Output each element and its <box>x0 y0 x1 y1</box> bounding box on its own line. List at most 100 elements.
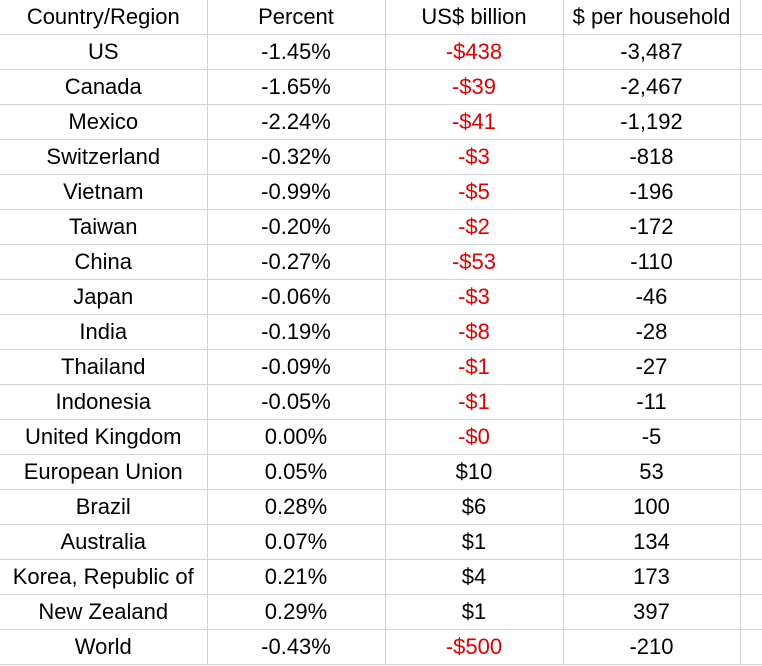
usd-billion-cell[interactable]: -$3 <box>385 279 564 315</box>
country-cell[interactable]: World <box>0 629 208 665</box>
empty-cell[interactable] <box>740 419 762 455</box>
empty-cell[interactable] <box>740 209 762 245</box>
empty-cell[interactable] <box>740 139 762 175</box>
country-cell[interactable]: Indonesia <box>0 384 208 420</box>
empty-cell[interactable] <box>740 34 762 70</box>
header-country[interactable]: Country/Region <box>0 0 208 35</box>
usd-billion-cell[interactable]: -$5 <box>385 174 564 210</box>
per-household-cell[interactable]: -28 <box>563 314 741 350</box>
empty-cell[interactable] <box>740 594 762 630</box>
per-household-cell[interactable]: 100 <box>563 489 741 525</box>
empty-cell[interactable] <box>740 314 762 350</box>
table-row: Taiwan -0.20% -$2 -172 <box>0 209 762 245</box>
percent-cell[interactable]: 0.21% <box>207 559 386 595</box>
percent-cell[interactable]: 0.28% <box>207 489 386 525</box>
per-household-cell[interactable]: -3,487 <box>563 34 741 70</box>
per-household-cell[interactable]: -818 <box>563 139 741 175</box>
percent-cell[interactable]: 0.07% <box>207 524 386 560</box>
empty-cell[interactable] <box>740 384 762 420</box>
percent-cell[interactable]: -1.65% <box>207 69 386 105</box>
country-cell[interactable]: Switzerland <box>0 139 208 175</box>
percent-cell[interactable]: -0.20% <box>207 209 386 245</box>
usd-billion-cell[interactable]: -$2 <box>385 209 564 245</box>
header-row: Country/Region Percent US$ billion $ per… <box>0 0 762 35</box>
usd-billion-cell[interactable]: -$438 <box>385 34 564 70</box>
percent-cell[interactable]: -0.05% <box>207 384 386 420</box>
per-household-cell[interactable]: -2,467 <box>563 69 741 105</box>
country-cell[interactable]: Vietnam <box>0 174 208 210</box>
table-row: New Zealand 0.29% $1 397 <box>0 594 762 630</box>
percent-cell[interactable]: 0.29% <box>207 594 386 630</box>
country-cell[interactable]: Japan <box>0 279 208 315</box>
per-household-cell[interactable]: -46 <box>563 279 741 315</box>
country-cell[interactable]: India <box>0 314 208 350</box>
percent-cell[interactable]: -0.99% <box>207 174 386 210</box>
percent-cell[interactable]: -0.43% <box>207 629 386 665</box>
country-cell[interactable]: Brazil <box>0 489 208 525</box>
usd-billion-cell[interactable]: $4 <box>385 559 564 595</box>
per-household-cell[interactable]: -210 <box>563 629 741 665</box>
per-household-cell[interactable]: -1,192 <box>563 104 741 140</box>
per-household-cell[interactable]: -11 <box>563 384 741 420</box>
country-cell[interactable]: Korea, Republic of <box>0 559 208 595</box>
country-cell[interactable]: China <box>0 244 208 280</box>
empty-cell[interactable] <box>740 489 762 525</box>
empty-cell[interactable] <box>740 0 762 35</box>
percent-cell[interactable]: -0.06% <box>207 279 386 315</box>
country-cell[interactable]: US <box>0 34 208 70</box>
empty-cell[interactable] <box>740 244 762 280</box>
empty-cell[interactable] <box>740 559 762 595</box>
country-cell[interactable]: Thailand <box>0 349 208 385</box>
usd-billion-cell[interactable]: -$8 <box>385 314 564 350</box>
usd-billion-cell[interactable]: -$39 <box>385 69 564 105</box>
per-household-cell[interactable]: -27 <box>563 349 741 385</box>
usd-billion-cell[interactable]: -$1 <box>385 349 564 385</box>
percent-cell[interactable]: -2.24% <box>207 104 386 140</box>
table-row: Indonesia -0.05% -$1 -11 <box>0 384 762 420</box>
per-household-cell[interactable]: -172 <box>563 209 741 245</box>
percent-cell[interactable]: -0.32% <box>207 139 386 175</box>
empty-cell[interactable] <box>740 69 762 105</box>
usd-billion-cell[interactable]: $1 <box>385 594 564 630</box>
percent-cell[interactable]: 0.00% <box>207 419 386 455</box>
per-household-cell[interactable]: -196 <box>563 174 741 210</box>
empty-cell[interactable] <box>740 104 762 140</box>
country-cell[interactable]: European Union <box>0 454 208 490</box>
usd-billion-cell[interactable]: $1 <box>385 524 564 560</box>
per-household-cell[interactable]: -5 <box>563 419 741 455</box>
usd-billion-cell[interactable]: -$41 <box>385 104 564 140</box>
usd-billion-cell[interactable]: $10 <box>385 454 564 490</box>
country-cell[interactable]: Taiwan <box>0 209 208 245</box>
per-household-cell[interactable]: 134 <box>563 524 741 560</box>
country-cell[interactable]: Mexico <box>0 104 208 140</box>
empty-cell[interactable] <box>740 524 762 560</box>
country-cell[interactable]: United Kingdom <box>0 419 208 455</box>
per-household-cell[interactable]: 397 <box>563 594 741 630</box>
empty-cell[interactable] <box>740 279 762 315</box>
empty-cell[interactable] <box>740 454 762 490</box>
percent-cell[interactable]: -0.09% <box>207 349 386 385</box>
percent-cell[interactable]: -1.45% <box>207 34 386 70</box>
usd-billion-cell[interactable]: -$1 <box>385 384 564 420</box>
usd-billion-cell[interactable]: -$0 <box>385 419 564 455</box>
usd-billion-cell[interactable]: -$500 <box>385 629 564 665</box>
percent-cell[interactable]: 0.05% <box>207 454 386 490</box>
percent-cell[interactable]: -0.27% <box>207 244 386 280</box>
usd-billion-cell[interactable]: -$3 <box>385 139 564 175</box>
empty-cell[interactable] <box>740 629 762 665</box>
table-row: Korea, Republic of 0.21% $4 173 <box>0 559 762 595</box>
usd-billion-cell[interactable]: -$53 <box>385 244 564 280</box>
percent-cell[interactable]: -0.19% <box>207 314 386 350</box>
country-cell[interactable]: Canada <box>0 69 208 105</box>
usd-billion-cell[interactable]: $6 <box>385 489 564 525</box>
country-cell[interactable]: New Zealand <box>0 594 208 630</box>
header-usd-billion[interactable]: US$ billion <box>385 0 564 35</box>
per-household-cell[interactable]: 173 <box>563 559 741 595</box>
header-percent[interactable]: Percent <box>207 0 386 35</box>
empty-cell[interactable] <box>740 174 762 210</box>
header-per-household[interactable]: $ per household <box>563 0 741 35</box>
per-household-cell[interactable]: -110 <box>563 244 741 280</box>
per-household-cell[interactable]: 53 <box>563 454 741 490</box>
empty-cell[interactable] <box>740 349 762 385</box>
country-cell[interactable]: Australia <box>0 524 208 560</box>
